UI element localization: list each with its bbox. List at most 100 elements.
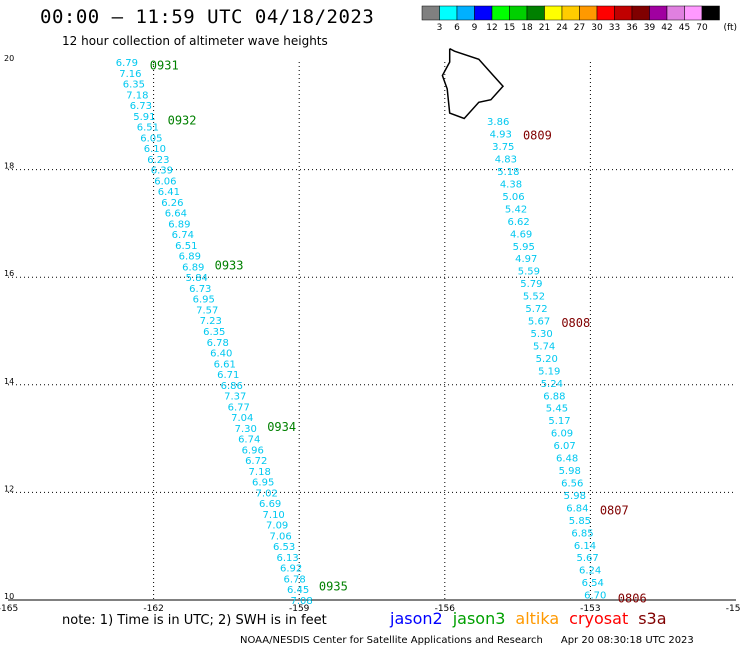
wave-height-label: 7.09 — [266, 521, 288, 532]
wave-height-label: 7.08 — [290, 596, 312, 607]
wave-height-label: 4.38 — [500, 179, 522, 190]
colorbar-swatch — [631, 5, 650, 21]
wave-height-label: 6.48 — [556, 454, 578, 465]
wave-height-label: 5.67 — [576, 553, 598, 564]
wave-height-label: 6.73 — [189, 284, 211, 295]
tracks: 6.797.166.357.186.735.916.516.056.106.23… — [116, 58, 647, 607]
hawaii-coastline — [441, 47, 505, 120]
pass-time-label: 0933 — [215, 258, 244, 272]
wave-height-label: 5.79 — [520, 279, 542, 290]
colorbar-swatch — [596, 5, 615, 21]
wave-height-label: 6.10 — [144, 144, 166, 155]
colorbar-swatch — [684, 5, 703, 21]
grid — [8, 62, 736, 601]
y-tick-label: 12 — [4, 484, 14, 493]
wave-height-label: 6.35 — [203, 327, 225, 338]
wave-height-label: 6.54 — [582, 578, 604, 589]
wave-height-label: 6.56 — [561, 478, 583, 489]
wave-height-label: 5.19 — [538, 366, 560, 377]
chart-subtitle: 12 hour collection of altimeter wave hei… — [62, 34, 328, 48]
wave-height-label: 7.18 — [249, 467, 271, 478]
colorbar: 3 6 9 12 15 18 21 24 27 30 33 36 39 42 45 70 (ft) — [421, 5, 737, 33]
pass-time-label: 0932 — [168, 114, 197, 128]
wave-height-label: 6.89 — [179, 252, 201, 263]
wave-height-label: 3.75 — [492, 142, 514, 153]
wave-height-label: 7.16 — [119, 69, 141, 80]
wave-height-label: 6.89 — [168, 219, 190, 230]
credit-text: NOAA/NESDIS Center for Satellite Applica… — [240, 635, 543, 646]
colorbar-label: 39 — [644, 23, 656, 33]
x-tick-label: -159 — [289, 604, 310, 614]
wave-height-label: 7.02 — [256, 488, 278, 499]
pass-time-label: 0809 — [523, 129, 552, 143]
satellite-cryosat: cryosat — [569, 609, 629, 628]
wave-height-label: 7.06 — [270, 531, 292, 542]
x-tick-label: -165 — [0, 604, 18, 614]
wave-height-label: 6.24 — [579, 566, 601, 577]
wave-height-label: 7.04 — [231, 413, 253, 424]
satellite-jason3: jason3 — [452, 609, 506, 628]
pass-time-label: 0934 — [267, 420, 296, 434]
wave-height-label: 4.69 — [510, 229, 532, 240]
colorbar-label: 9 — [472, 23, 478, 33]
satellite-legend: jason2 jason3 altika cryosat s3a — [390, 609, 677, 628]
land-outline — [441, 47, 505, 120]
y-tick-label: 10 — [4, 592, 14, 601]
wave-height-label: 6.39 — [151, 166, 173, 177]
wave-height-label: 7.30 — [235, 424, 257, 435]
colorbar-label: 36 — [626, 23, 638, 33]
wave-height-label: 6.88 — [543, 391, 565, 402]
wave-height-label: 6.74 — [172, 230, 194, 241]
colorbar-swatch — [474, 5, 493, 21]
colorbar-swatch — [421, 5, 440, 21]
pass-time-label: 0935 — [319, 579, 348, 593]
wave-height-label: 6.07 — [553, 441, 575, 452]
wave-height-label: 5.91 — [133, 112, 155, 123]
x-tick-label: -156 — [435, 604, 456, 614]
wave-height-label: 6.51 — [175, 241, 197, 252]
colorbar-swatch — [491, 5, 510, 21]
colorbar-label: 18 — [521, 23, 533, 33]
wave-height-label: 6.41 — [158, 187, 180, 198]
colorbar-swatch — [649, 5, 668, 21]
wave-height-label: 6.85 — [571, 528, 593, 539]
wave-height-label: 6.05 — [140, 133, 162, 144]
axis-ticks: -165 -162 -159 -156 -153 -150 10 12 14 16 18 20 — [0, 54, 740, 614]
pass-time-label: 0931 — [150, 59, 179, 73]
wave-height-label: 5.72 — [525, 304, 547, 315]
wave-height-label: 6.64 — [165, 209, 187, 220]
wave-height-label: 6.70 — [584, 591, 606, 602]
wave-height-label: 6.62 — [507, 217, 529, 228]
wave-height-label: 6.77 — [228, 402, 250, 413]
wave-height-label: 6.69 — [259, 499, 281, 510]
colorbar-swatch — [614, 5, 633, 21]
wave-height-label: 5.30 — [530, 329, 552, 340]
wave-height-label: 5.06 — [502, 192, 524, 203]
wave-height-label: 7.10 — [263, 510, 285, 521]
wave-height-label: 5.42 — [505, 204, 527, 215]
wave-height-label: 7.57 — [196, 305, 218, 316]
colorbar-swatch — [544, 5, 563, 21]
wave-height-label: 5.95 — [513, 242, 535, 253]
colorbar-label: 33 — [609, 23, 620, 33]
wave-height-label: 6.35 — [123, 80, 145, 91]
wave-height-label: 6.73 — [130, 101, 152, 112]
wave-height-label: 6.51 — [137, 123, 159, 134]
wave-height-label: 6.13 — [277, 553, 299, 564]
wave-height-label: 6.74 — [238, 435, 260, 446]
wave-height-label: 5.98 — [564, 491, 586, 502]
wave-height-label: 7.37 — [224, 392, 246, 403]
wave-height-label: 5.84 — [186, 273, 208, 284]
satellite-jason2: jason2 — [390, 609, 443, 628]
pass-time-label: 0808 — [561, 316, 590, 330]
colorbar-swatch — [701, 5, 720, 21]
y-tick-label: 20 — [4, 54, 14, 63]
wave-height-label: 5.17 — [548, 416, 570, 427]
wave-height-label: 6.86 — [221, 381, 243, 392]
pass-time-label: 0807 — [600, 504, 629, 518]
colorbar-label: 24 — [556, 23, 568, 33]
wave-height-label: 6.23 — [147, 155, 169, 166]
wave-height-label: 6.61 — [214, 359, 236, 370]
wave-height-label: 5.67 — [528, 317, 550, 328]
